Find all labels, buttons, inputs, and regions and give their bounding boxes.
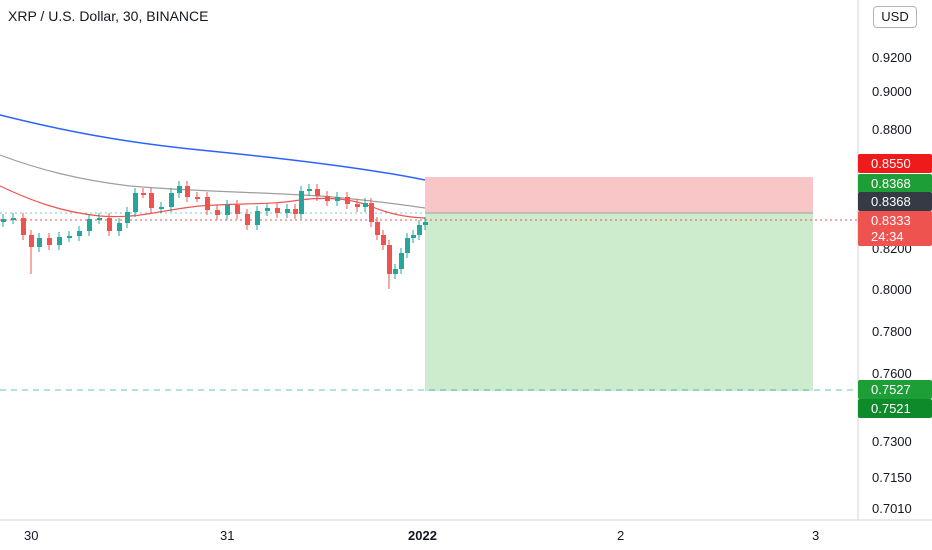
time-tick: 2 xyxy=(617,528,624,543)
candle-body xyxy=(405,238,410,253)
candle-body xyxy=(265,208,270,211)
svg-text:0.7527: 0.7527 xyxy=(871,382,911,397)
candle-body xyxy=(275,208,280,213)
candle-body xyxy=(363,203,368,207)
candle-body xyxy=(423,222,428,225)
price-tick: 0.7010 xyxy=(872,501,912,516)
candle-body xyxy=(345,197,350,204)
time-tick: 3 xyxy=(812,528,819,543)
candle-body xyxy=(77,231,82,236)
price-tick: 0.9000 xyxy=(872,84,912,99)
ma-blue-line xyxy=(0,114,426,181)
currency-selector[interactable]: USD xyxy=(873,6,917,28)
candle-body xyxy=(185,186,190,197)
time-axis[interactable]: 30 31 2022 2 3 xyxy=(24,528,819,543)
candle-body xyxy=(177,186,182,193)
candle-body xyxy=(285,209,290,213)
candle-body xyxy=(307,189,312,191)
price-axis[interactable]: 0.9200 0.9000 0.8800 0.8200 0.8000 0.780… xyxy=(872,50,912,516)
svg-text:0.8368: 0.8368 xyxy=(871,194,911,209)
price-tick: 0.7800 xyxy=(872,324,912,339)
candle-body xyxy=(205,197,210,210)
candle-body xyxy=(245,214,250,225)
candle-body xyxy=(57,237,62,245)
candle-body xyxy=(381,235,386,245)
current-price-tag: 0.8333 24:34 xyxy=(858,211,932,246)
candle-body xyxy=(393,269,398,274)
candle-body xyxy=(11,218,16,220)
candle-body xyxy=(149,193,154,208)
last-close-tag: 0.8368 xyxy=(858,192,932,211)
candle-body xyxy=(125,212,130,223)
candle-body xyxy=(195,197,200,199)
candle-body xyxy=(47,238,52,245)
candle-body xyxy=(159,207,164,209)
take-profit-zone[interactable] xyxy=(425,213,813,391)
price-tick: 0.9200 xyxy=(872,50,912,65)
candle-body xyxy=(375,222,380,235)
entry-price-tag: 0.8368 xyxy=(858,174,932,193)
candle-body xyxy=(169,193,174,207)
candle-body xyxy=(117,223,122,231)
candle-body xyxy=(21,218,26,235)
candle-body xyxy=(411,235,416,238)
candle-body xyxy=(315,189,320,196)
price-tick: 0.8000 xyxy=(872,282,912,297)
candle-body xyxy=(255,211,260,225)
candle-body xyxy=(1,219,6,222)
candle-body xyxy=(325,196,330,201)
candle-body xyxy=(107,218,112,231)
candle-body xyxy=(299,191,304,214)
candle-body xyxy=(37,238,42,247)
candle-body xyxy=(235,205,240,214)
candle-body xyxy=(29,235,34,247)
svg-text:0.7521: 0.7521 xyxy=(871,401,911,416)
candle-body xyxy=(133,193,138,212)
chart-title: XRP / U.S. Dollar, 30, BINANCE xyxy=(8,8,209,24)
candle-body xyxy=(417,225,422,235)
svg-text:0.8550: 0.8550 xyxy=(871,156,911,171)
candle-body xyxy=(387,245,392,274)
time-tick: 31 xyxy=(220,528,234,543)
time-tick: 2022 xyxy=(408,528,437,543)
candle-body xyxy=(369,203,374,222)
candles xyxy=(1,181,428,289)
stop-price-tag: 0.8550 xyxy=(858,154,932,173)
stop-loss-zone[interactable] xyxy=(425,177,813,213)
candle-body xyxy=(355,204,360,207)
price-tick: 0.7600 xyxy=(872,366,912,381)
candle-body xyxy=(293,209,298,214)
price-tick: 0.7300 xyxy=(872,434,912,449)
candle-body xyxy=(141,193,146,195)
price-tick: 0.8800 xyxy=(872,122,912,137)
candle-body xyxy=(225,205,230,215)
price-tick: 0.7150 xyxy=(872,470,912,485)
time-tick: 30 xyxy=(24,528,38,543)
candle-body xyxy=(87,219,92,231)
candle-body xyxy=(97,218,102,220)
svg-text:0.8333: 0.8333 xyxy=(871,213,911,228)
svg-text:0.8368: 0.8368 xyxy=(871,176,911,191)
ma-gray-line xyxy=(0,154,426,209)
candle-body xyxy=(215,210,220,215)
candle-body xyxy=(335,197,340,201)
target-price-tag: 0.7527 xyxy=(858,380,932,399)
svg-text:24:34: 24:34 xyxy=(871,229,904,244)
candle-body xyxy=(399,253,404,269)
target-price-tag-alt: 0.7521 xyxy=(858,399,932,418)
candle-body xyxy=(67,236,72,238)
